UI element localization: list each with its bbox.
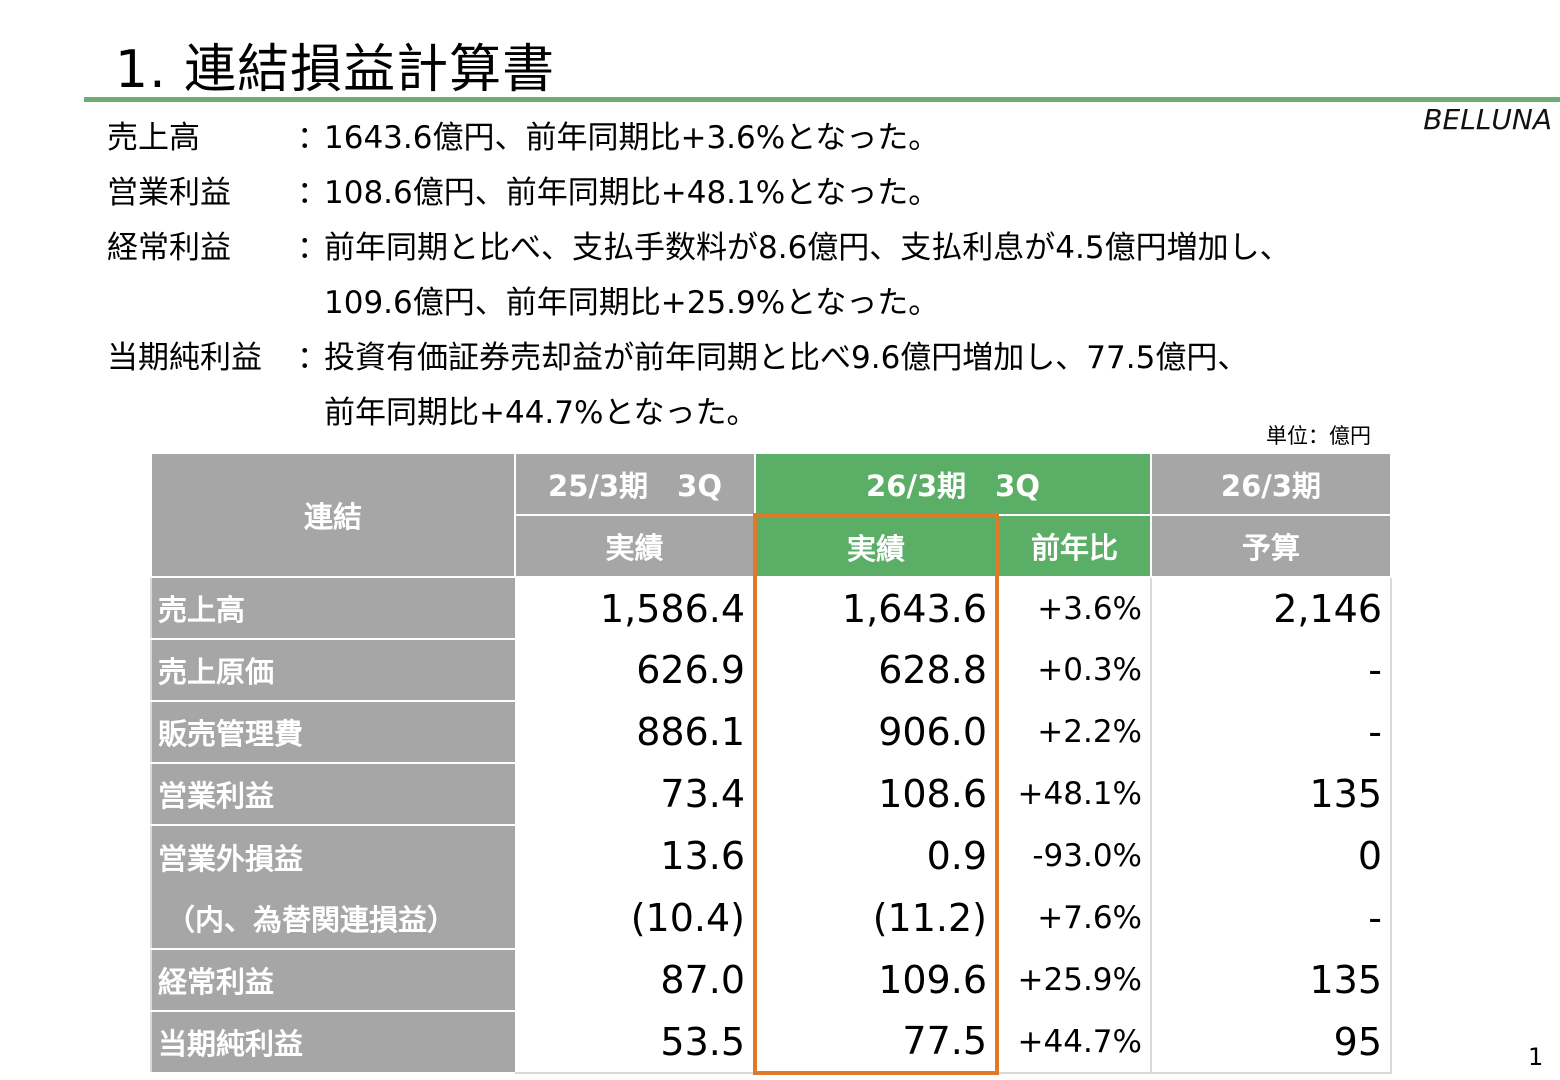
summary-text: 前年同期と比べ、支払手数料が8.6億円、支払利息が4.5億円増加し、: [324, 230, 1291, 266]
subheader-prev-actual: 実績: [514, 514, 756, 578]
summary-text: 1643.6億円、前年同期比+3.6%となった。: [324, 120, 940, 156]
prev-actual-cell: (10.4): [515, 887, 755, 949]
row-label: 売上原価: [151, 638, 515, 702]
budget-cell: -: [1150, 887, 1391, 949]
subheader-curr-actual: 実績: [753, 513, 999, 578]
unit-label: 単位：億円: [1266, 424, 1371, 448]
period-header-prev-3q: 25/3期 3Q: [514, 452, 756, 516]
budget-cell: 135: [1150, 763, 1391, 825]
budget-cell: 95: [1150, 1011, 1391, 1073]
yoy-cell: +3.6%: [997, 577, 1151, 639]
yoy-cell: +2.2%: [997, 701, 1151, 763]
prev-actual-cell: 13.6: [515, 825, 755, 887]
table-row: 営業利益 73.4 108.6 +48.1% 135: [151, 762, 1391, 826]
summary-row-ordinary-income: 経常利益 ： 前年同期と比べ、支払手数料が8.6億円、支払利息が4.5億円増加し…: [107, 222, 1291, 277]
budget-cell: 2,146: [1150, 577, 1391, 639]
corner-header: 連結: [150, 452, 516, 578]
summary-section: 売上高 ： 1643.6億円、前年同期比+3.6%となった。 営業利益 ： 10…: [107, 112, 1291, 442]
row-label: （内、為替関連損益）: [151, 887, 515, 950]
summary-label: 売上高: [107, 120, 200, 156]
income-statement-table: 連結 25/3期 3Q 26/3期 3Q 26/3期 実績 実績 前年比 予算 …: [150, 452, 1392, 1075]
row-label: 営業利益: [151, 762, 515, 826]
table-row: 当期純利益 53.5 77.5 +44.7% 95: [151, 1010, 1391, 1075]
budget-cell: -: [1150, 639, 1391, 701]
curr-actual-cell: 77.5: [753, 1011, 999, 1075]
curr-actual-cell: 109.6: [753, 949, 999, 1011]
yoy-cell: +0.3%: [997, 639, 1151, 701]
header-row-periods: 連結 25/3期 3Q 26/3期 3Q 26/3期: [150, 452, 1392, 578]
summary-label: 当期純利益: [107, 340, 262, 376]
row-label: 営業外損益: [151, 824, 515, 887]
table-row: 販売管理費 886.1 906.0 +2.2% -: [151, 700, 1391, 764]
summary-label: 経常利益: [107, 230, 231, 266]
curr-actual-cell: (11.2): [753, 887, 999, 949]
yoy-cell: +48.1%: [997, 763, 1151, 825]
summary-colon: ：: [297, 340, 328, 376]
yoy-cell: +44.7%: [997, 1011, 1151, 1073]
summary-row-sales: 売上高 ： 1643.6億円、前年同期比+3.6%となった。: [107, 112, 1291, 167]
subheader-yoy: 前年比: [996, 514, 1152, 578]
budget-cell: 0: [1150, 825, 1391, 887]
summary-text: 108.6億円、前年同期比+48.1%となった。: [324, 175, 940, 211]
title-divider: [84, 97, 1560, 102]
curr-actual-cell: 108.6: [753, 763, 999, 825]
page-title: 1. 連結損益計算書: [115, 40, 556, 100]
summary-row-net-income: 当期純利益 ： 投資有価証券売却益が前年同期と比べ9.6億円増加し、77.5億円…: [107, 332, 1291, 387]
budget-cell: -: [1150, 701, 1391, 763]
header-row-metrics: 実績 実績 前年比 予算: [151, 513, 1392, 578]
belluna-logo: BELLUNA: [1423, 103, 1552, 136]
table-row: 売上高 1,586.4 1,643.6 +3.6% 2,146: [151, 576, 1391, 640]
curr-actual-cell: 906.0: [753, 701, 999, 763]
subheader-budget: 予算: [1150, 514, 1392, 578]
summary-colon: ：: [297, 175, 328, 211]
summary-text: 投資有価証券売却益が前年同期と比べ9.6億円増加し、77.5億円、: [324, 340, 1249, 376]
yoy-cell: +7.6%: [997, 887, 1151, 949]
prev-actual-cell: 53.5: [515, 1011, 755, 1073]
row-label: 売上高: [151, 576, 515, 640]
row-label: 販売管理費: [151, 700, 515, 764]
table-row: （内、為替関連損益） (10.4) (11.2) +7.6% -: [151, 887, 1391, 950]
curr-actual-cell: 628.8: [753, 639, 999, 701]
summary-row-net-income-cont: 前年同期比+44.7%となった。: [107, 387, 1291, 442]
table-row: 売上原価 626.9 628.8 +0.3% -: [151, 638, 1391, 702]
summary-label: 営業利益: [107, 175, 231, 211]
row-label: 当期純利益: [151, 1010, 515, 1074]
summary-text: 前年同期比+44.7%となった。: [324, 395, 758, 431]
summary-text: 109.6億円、前年同期比+25.9%となった。: [324, 285, 940, 321]
row-label: 経常利益: [151, 948, 515, 1012]
period-header-curr-3q: 26/3期 3Q: [754, 452, 1152, 516]
summary-row-operating-income: 営業利益 ： 108.6億円、前年同期比+48.1%となった。: [107, 167, 1291, 222]
yoy-cell: +25.9%: [997, 949, 1151, 1011]
prev-actual-cell: 886.1: [515, 701, 755, 763]
summary-colon: ：: [297, 120, 328, 156]
budget-cell: 135: [1150, 949, 1391, 1011]
table-row: 経常利益 87.0 109.6 +25.9% 135: [151, 948, 1391, 1012]
summary-row-ordinary-income-cont: 109.6億円、前年同期比+25.9%となった。: [107, 277, 1291, 332]
yoy-cell: -93.0%: [997, 825, 1151, 887]
prev-actual-cell: 1,586.4: [515, 577, 755, 639]
curr-actual-cell: 1,643.6: [753, 577, 999, 639]
table-row: 営業外損益 13.6 0.9 -93.0% 0: [151, 824, 1391, 887]
curr-actual-cell: 0.9: [753, 825, 999, 887]
prev-actual-cell: 87.0: [515, 949, 755, 1011]
prev-actual-cell: 626.9: [515, 639, 755, 701]
prev-actual-cell: 73.4: [515, 763, 755, 825]
page-number: 1: [1528, 1043, 1544, 1071]
period-header-full-year: 26/3期: [1150, 452, 1392, 516]
summary-colon: ：: [297, 230, 328, 266]
